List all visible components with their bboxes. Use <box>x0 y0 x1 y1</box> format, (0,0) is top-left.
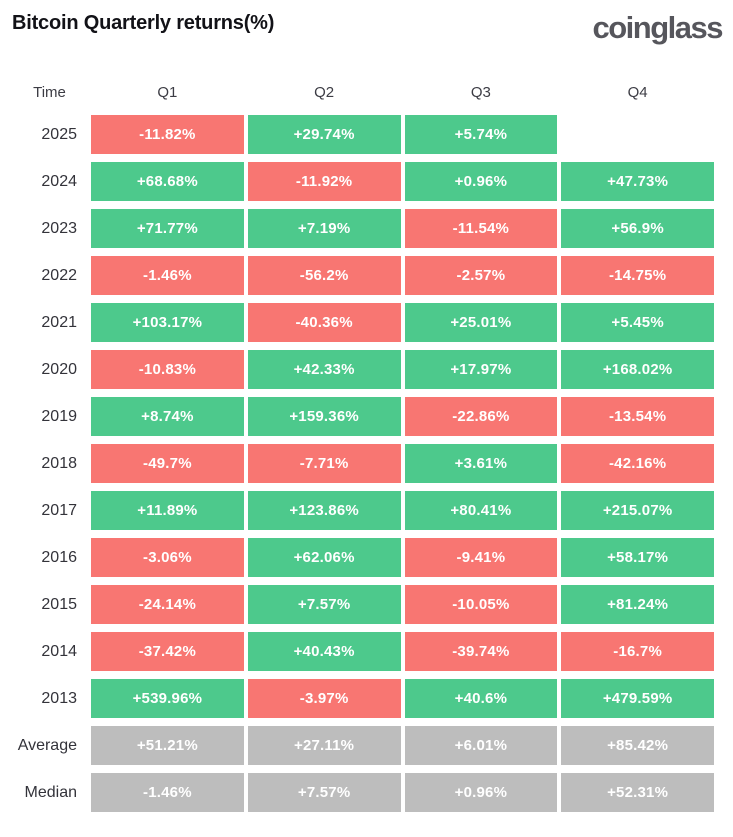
return-cell: +159.36% <box>247 397 401 436</box>
return-cell: +3.61% <box>404 444 558 483</box>
row-label-2024: 2024 <box>41 172 77 190</box>
return-cell: +103.17% <box>91 303 244 342</box>
row-label-2023: 2023 <box>41 219 77 237</box>
row-label-median: Median <box>24 783 77 801</box>
return-cell: +539.96% <box>91 679 244 718</box>
return-cell: -11.54% <box>404 209 558 248</box>
return-cell: +8.74% <box>91 397 244 436</box>
return-cell: +123.86% <box>247 491 401 530</box>
return-cell: +68.68% <box>91 162 244 201</box>
return-cell: -11.92% <box>247 162 401 201</box>
column-header-q3: Q3 <box>470 84 491 101</box>
return-cell: -14.75% <box>561 256 714 295</box>
return-cell: -16.7% <box>561 632 714 671</box>
return-cell: -3.06% <box>91 538 244 577</box>
row-label-2013: 2013 <box>41 689 77 707</box>
return-cell: +29.74% <box>247 115 401 154</box>
column-header-q1: Q1 <box>157 84 178 101</box>
return-cell: -22.86% <box>404 397 558 436</box>
return-cell: -42.16% <box>561 444 714 483</box>
row-label-2014: 2014 <box>41 642 77 660</box>
return-cell: +168.02% <box>561 350 714 389</box>
return-cell: +42.33% <box>247 350 401 389</box>
return-cell: +71.77% <box>91 209 244 248</box>
row-label-2019: 2019 <box>41 407 77 425</box>
return-cell: +0.96% <box>404 773 558 812</box>
return-cell: +25.01% <box>404 303 558 342</box>
return-cell: -49.7% <box>91 444 244 483</box>
return-cell: -7.71% <box>247 444 401 483</box>
return-cell: +17.97% <box>404 350 558 389</box>
return-cell: +62.06% <box>247 538 401 577</box>
return-cell: +81.24% <box>561 585 714 624</box>
return-cell: +85.42% <box>561 726 714 765</box>
returns-table: Time Q1 Q2 Q3 Q4 2025 -11.82% +29.74% +5.74… <box>12 84 714 812</box>
row-label-2020: 2020 <box>41 360 77 378</box>
return-cell: -2.57% <box>404 256 558 295</box>
column-header-q4: Q4 <box>627 84 648 101</box>
row-label-average: Average <box>17 736 77 754</box>
column-header-q2: Q2 <box>314 84 335 101</box>
return-cell: +6.01% <box>404 726 558 765</box>
return-cell: -37.42% <box>91 632 244 671</box>
return-cell: -56.2% <box>247 256 401 295</box>
return-cell: -1.46% <box>91 256 244 295</box>
return-cell: +47.73% <box>561 162 714 201</box>
return-cell: +51.21% <box>91 726 244 765</box>
row-label-2025: 2025 <box>41 125 77 143</box>
return-cell: +52.31% <box>561 773 714 812</box>
header-bar: Bitcoin Quarterly returns(%) coinglass <box>0 0 733 46</box>
return-cell: -10.05% <box>404 585 558 624</box>
return-cell: +479.59% <box>561 679 714 718</box>
return-cell: -24.14% <box>91 585 244 624</box>
return-cell: +40.6% <box>404 679 558 718</box>
return-cell: +7.57% <box>247 585 401 624</box>
return-cell: +7.19% <box>247 209 401 248</box>
return-cell: -10.83% <box>91 350 244 389</box>
return-cell: +27.11% <box>247 726 401 765</box>
coinglass-logo[interactable]: coinglass <box>592 10 724 45</box>
return-cell: -13.54% <box>561 397 714 436</box>
return-cell: -39.74% <box>404 632 558 671</box>
return-cell: -3.97% <box>247 679 401 718</box>
return-cell: +58.17% <box>561 538 714 577</box>
return-cell: -40.36% <box>247 303 401 342</box>
return-cell: +7.57% <box>247 773 401 812</box>
row-label-2018: 2018 <box>41 454 77 472</box>
return-cell: -1.46% <box>91 773 244 812</box>
page-title: Bitcoin Quarterly returns(%) <box>12 12 275 34</box>
return-cell: +40.43% <box>247 632 401 671</box>
return-cell: -9.41% <box>404 538 558 577</box>
row-label-2016: 2016 <box>41 548 77 566</box>
return-cell: +5.45% <box>561 303 714 342</box>
return-cell: +0.96% <box>404 162 558 201</box>
return-cell: +215.07% <box>561 491 714 530</box>
column-header-time: Time <box>33 84 66 101</box>
row-label-2022: 2022 <box>41 266 77 284</box>
return-cell: +5.74% <box>404 115 558 154</box>
row-label-2021: 2021 <box>41 313 77 331</box>
return-cell: -11.82% <box>91 115 244 154</box>
row-label-2015: 2015 <box>41 595 77 613</box>
return-cell: +56.9% <box>561 209 714 248</box>
return-cell: +11.89% <box>91 491 244 530</box>
row-label-2017: 2017 <box>41 501 77 519</box>
empty-cell <box>561 115 714 154</box>
return-cell: +80.41% <box>404 491 558 530</box>
